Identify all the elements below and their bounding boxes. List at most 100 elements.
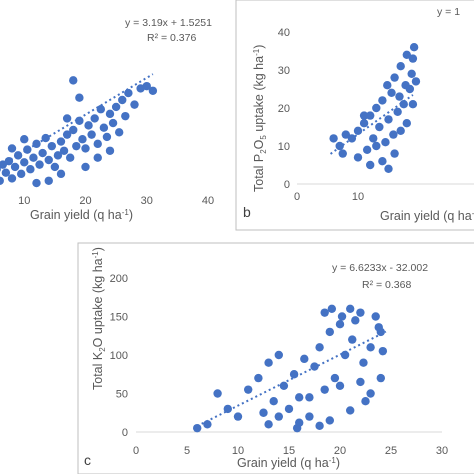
panel-c-y-tick-label: 100 bbox=[110, 350, 128, 362]
panel-a-data-point bbox=[102, 132, 112, 142]
panel-a-data-point bbox=[93, 139, 102, 149]
panel-c-data-point bbox=[233, 412, 243, 421]
panel-a-x-tick-label: 20 bbox=[79, 195, 91, 207]
panel-b-data-point bbox=[359, 111, 369, 120]
panel-c-data-point bbox=[315, 343, 324, 352]
panel-b-data-point bbox=[359, 119, 369, 128]
panel-b-data-point bbox=[341, 130, 350, 139]
panel-b-points bbox=[329, 43, 421, 173]
panel-b-x-tick-label: 10 bbox=[352, 191, 364, 203]
panel-a-x-tick-label: 10 bbox=[18, 195, 30, 207]
panel-c-data-point bbox=[374, 323, 383, 332]
panel-c-data-point bbox=[356, 377, 365, 387]
panel-b-letter: b bbox=[243, 204, 251, 220]
panel-b-data-point bbox=[399, 100, 408, 109]
panel-c-data-point bbox=[315, 421, 324, 431]
panel-b-data-point bbox=[378, 157, 387, 166]
panel-c-data-point bbox=[305, 393, 314, 402]
panel-b-data-point bbox=[329, 134, 338, 143]
panel-c-data-point bbox=[346, 406, 355, 415]
panel-a-data-point bbox=[26, 165, 35, 174]
panel-a-data-point bbox=[72, 141, 81, 151]
panel-b-x-ticks: 0 10 bbox=[294, 191, 364, 203]
panel-a-data-point bbox=[65, 153, 75, 162]
panel-b-data-point bbox=[409, 43, 419, 52]
panel-c-data-point bbox=[264, 420, 273, 429]
panel-c-data-point bbox=[330, 373, 340, 383]
panel-b-data-point bbox=[366, 111, 375, 120]
panel-c-data-point bbox=[269, 397, 278, 406]
panel-c-data-point bbox=[244, 385, 253, 394]
panel-b-data-point bbox=[408, 54, 418, 63]
panel-a-data-point bbox=[10, 162, 20, 172]
panel-c-data-point bbox=[337, 312, 347, 321]
panel-c-x-axis-label: Grain yield (q ha-1) bbox=[237, 456, 340, 470]
panel-b-data-point bbox=[390, 73, 399, 82]
panel-b-y-ticks: 0 10 20 30 40 bbox=[278, 27, 290, 191]
panel-b-x-axis-label: Grain yield (q ha-1 bbox=[380, 209, 474, 223]
panel-a-data-point bbox=[75, 93, 84, 102]
panel-c-x-tick-label: 10 bbox=[232, 445, 244, 457]
panel-b-border bbox=[235, 0, 474, 231]
panel-a-data-point bbox=[7, 144, 17, 153]
panel-c-data-point bbox=[320, 308, 329, 317]
panel-c-data-point bbox=[223, 404, 232, 414]
panel-a-data-point bbox=[105, 146, 115, 155]
panel-a-data-point bbox=[38, 148, 47, 158]
panel-a-x-ticks: 10 20 30 40 bbox=[18, 195, 214, 207]
panel-c-y-tick-label: 150 bbox=[110, 312, 128, 324]
panel-b-trendline bbox=[329, 94, 414, 155]
panel-b-data-point bbox=[353, 126, 363, 135]
panel-c-x-tick-label: 30 bbox=[436, 445, 448, 457]
panel-c-data-point bbox=[295, 418, 304, 427]
panel-c-x-tick-label: 20 bbox=[334, 445, 346, 457]
panel-a-data-point bbox=[35, 160, 44, 169]
panel-a-data-point bbox=[62, 130, 72, 139]
panel-c-data-point bbox=[264, 358, 273, 367]
panel-b-data-point bbox=[396, 61, 405, 71]
panel-b-y-tick-label: 30 bbox=[278, 65, 290, 77]
panel-a-data-point bbox=[96, 105, 106, 114]
panel-b-data-point bbox=[384, 115, 393, 124]
panel-b-data-point bbox=[402, 50, 411, 59]
panel-b-data-point bbox=[408, 100, 418, 109]
panel-c-x-tick-label: 15 bbox=[283, 445, 295, 457]
panel-a-points bbox=[0, 73, 158, 188]
panel-c-data-point bbox=[279, 381, 289, 390]
panel-a-data-point bbox=[108, 118, 118, 128]
panel-a-data-point bbox=[69, 76, 78, 85]
panel-c-data-point bbox=[327, 304, 337, 313]
panel-c-data-point bbox=[254, 373, 263, 383]
panel-b: y = 1 0 10 20 30 40 0 10 Total P2O5 uptake (k… bbox=[235, 0, 474, 231]
panel-c-data-point bbox=[351, 316, 360, 325]
panel-a-data-point bbox=[59, 146, 69, 155]
panel-b-data-point bbox=[384, 164, 393, 173]
panel-a-data-point bbox=[118, 95, 127, 105]
panel-b-data-point bbox=[338, 149, 347, 158]
panel-c-data-point bbox=[305, 412, 314, 421]
panel-a-data-point bbox=[69, 125, 78, 135]
panel-c-data-point bbox=[300, 354, 309, 364]
panel-c-data-point bbox=[325, 416, 334, 425]
panel-c-y-tick-label: 200 bbox=[110, 273, 128, 285]
panel-b-data-point bbox=[381, 138, 390, 147]
panel-a-data-point bbox=[13, 151, 23, 160]
panel-a-data-point bbox=[56, 137, 66, 146]
panel-c-data-point bbox=[335, 320, 345, 329]
panel-a-data-point bbox=[93, 153, 102, 162]
panel-b-data-point bbox=[402, 119, 411, 128]
panel-c-data-point bbox=[259, 408, 268, 417]
panel-a-data-point bbox=[20, 135, 29, 144]
panel-c-data-point bbox=[359, 358, 368, 367]
panel-b-data-point bbox=[372, 141, 381, 151]
panel-b-y-tick-label: 40 bbox=[278, 27, 290, 39]
panel-a-data-point bbox=[111, 102, 121, 112]
panel-c-data-point bbox=[274, 412, 283, 421]
panel-a-data-point bbox=[29, 153, 38, 162]
panel-c-data-point bbox=[356, 308, 365, 317]
panel-c-x-tick-label: 25 bbox=[385, 445, 397, 457]
panel-a-data-point bbox=[114, 128, 124, 137]
panel-a-data-point bbox=[84, 121, 93, 130]
panel-a-data-point bbox=[90, 114, 99, 123]
